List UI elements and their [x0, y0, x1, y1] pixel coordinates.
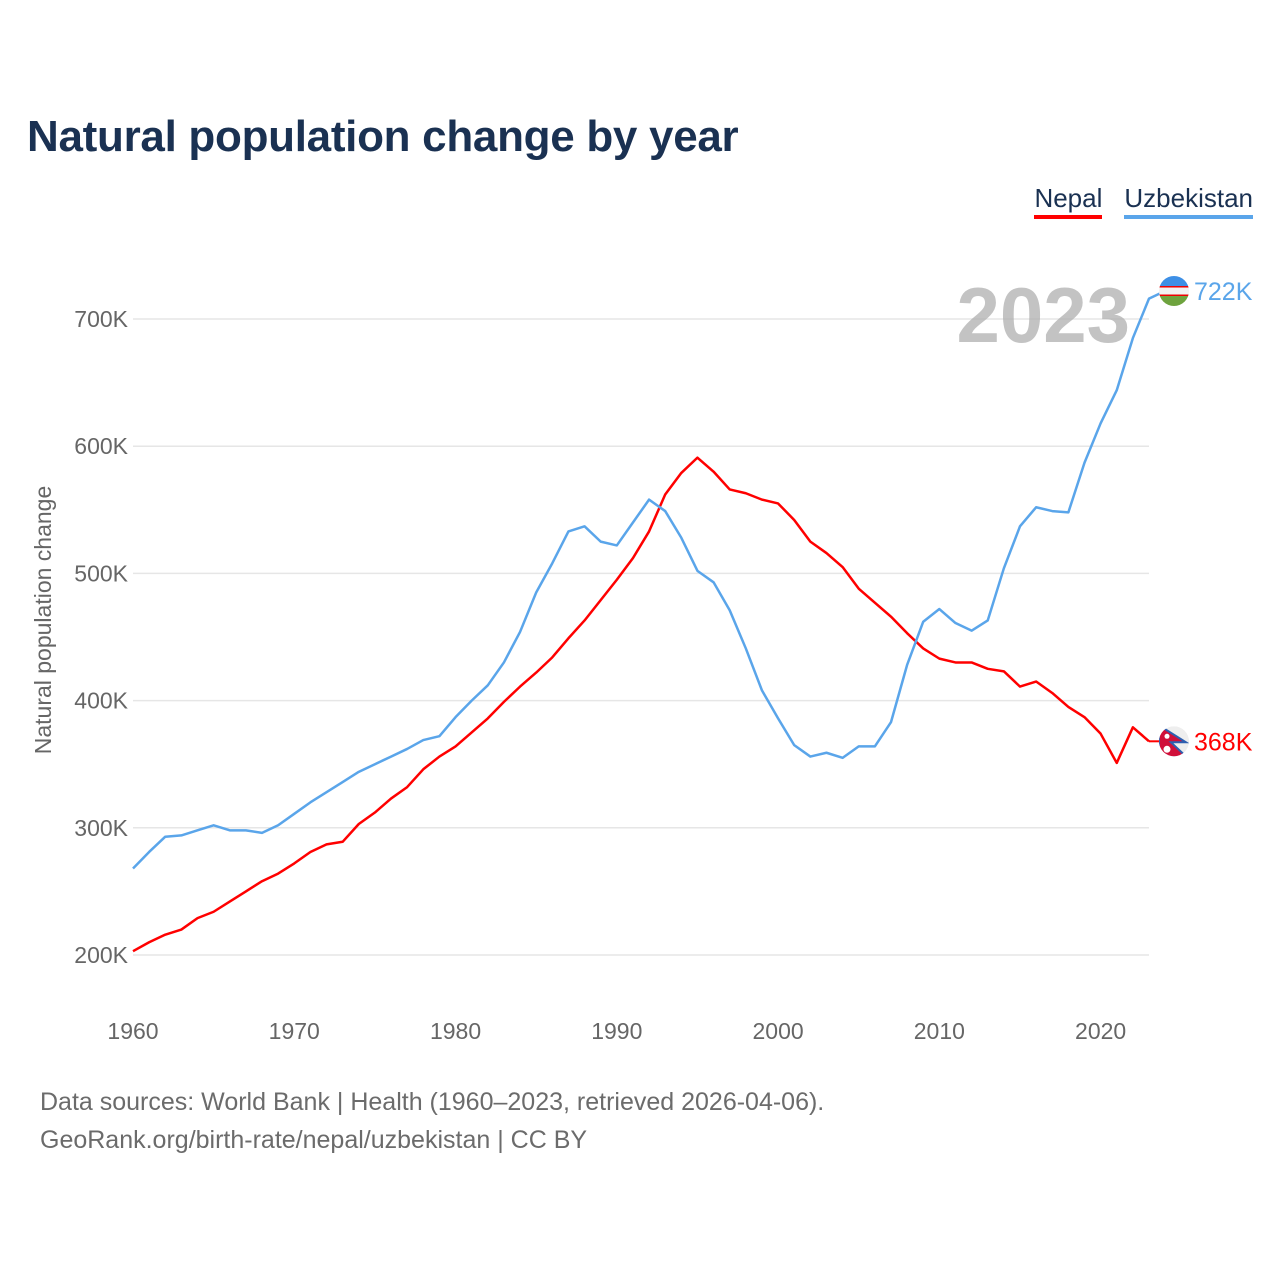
legend-item-uzbekistan[interactable]: Uzbekistan [1124, 183, 1253, 219]
end-value-label-nepal: 368K [1194, 728, 1253, 756]
series-line-uzbekistan [132, 289, 1166, 870]
legend: Nepal Uzbekistan [1034, 183, 1253, 219]
y-tick-label: 300K [74, 815, 128, 841]
uzbekistan-flag-icon [1159, 276, 1189, 307]
chart-title: Natural population change by year [27, 112, 739, 161]
x-tick-label: 1990 [591, 1018, 642, 1044]
legend-item-nepal[interactable]: Nepal [1034, 183, 1103, 219]
x-tick-label: 1960 [107, 1018, 158, 1044]
x-tick-label: 2010 [914, 1018, 965, 1044]
end-value-label-uzbekistan: 722K [1194, 278, 1253, 306]
x-tick-label: 2000 [752, 1018, 803, 1044]
series-lines [132, 289, 1166, 953]
y-axis-label: Natural population change [30, 486, 56, 755]
x-tick-label: 1980 [430, 1018, 481, 1044]
end-labels: 368K 722K [1149, 276, 1253, 757]
x-axis-ticks: 1960 1970 1980 1990 2000 2010 2020 [107, 1018, 1126, 1044]
footer-link[interactable]: GeoRank.org/birth-rate/nepal/uzbekistan … [40, 1126, 588, 1154]
footer-source: Data sources: World Bank | Health (1960–… [40, 1088, 825, 1116]
y-tick-label: 600K [74, 433, 128, 459]
y-axis-ticks: 200K 300K 400K 500K 600K 700K [74, 306, 128, 968]
series-line-nepal [132, 456, 1150, 953]
gridlines [133, 318, 1149, 956]
x-tick-label: 1970 [269, 1018, 320, 1044]
y-tick-label: 400K [74, 688, 128, 714]
x-tick-label: 2020 [1075, 1018, 1126, 1044]
nepal-flag-icon [1159, 726, 1189, 757]
y-tick-label: 500K [74, 560, 128, 586]
y-tick-label: 200K [74, 942, 128, 968]
y-tick-label: 700K [74, 306, 128, 332]
year-overlay: 2023 [956, 271, 1130, 359]
